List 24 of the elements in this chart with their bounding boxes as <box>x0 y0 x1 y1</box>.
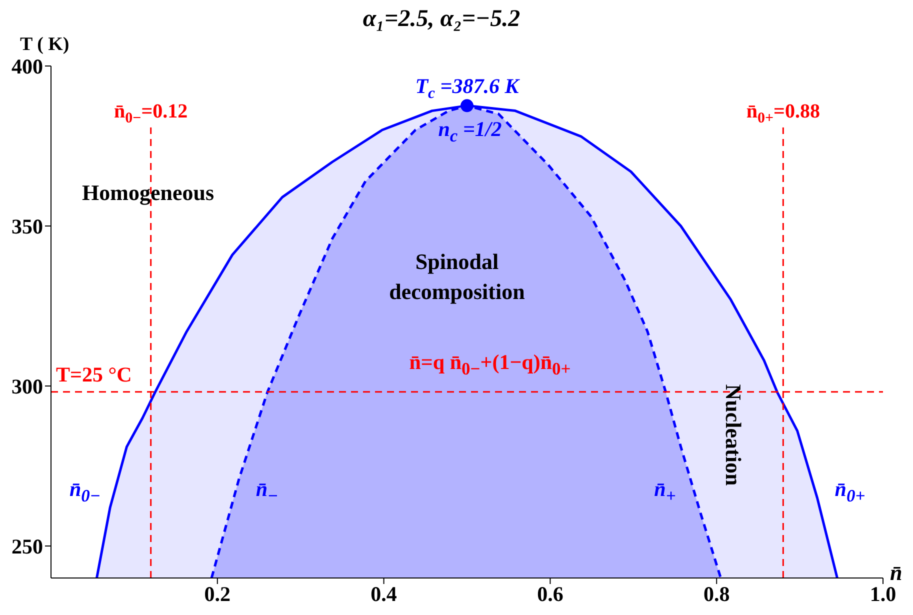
annotation: T=25 °C <box>56 362 132 386</box>
x-tick-label: 0.6 <box>537 582 564 606</box>
ref-line-label: n̄$_{0+}$=0.88 <box>746 100 820 126</box>
annotation: decomposition <box>389 279 525 304</box>
y-tick-label: 300 <box>12 374 43 398</box>
x-tick-label: 0.8 <box>703 582 730 606</box>
x-tick-label: 0.4 <box>370 582 398 606</box>
annotation: n̄$_{−}$ <box>256 477 278 506</box>
annotation: n̄$_{0+}$ <box>834 477 866 506</box>
y-axis-title: T ( K) <box>20 34 70 56</box>
annotation: Homogeneous <box>82 180 214 205</box>
x-tick-label: 0.2 <box>204 582 231 606</box>
y-tick-label: 400 <box>12 54 43 78</box>
annotation: Nucleation <box>721 384 746 486</box>
annotation: n̄$_{+}$ <box>654 477 676 506</box>
annotation: T$_{c}$ =387.6 K <box>415 74 521 102</box>
y-tick-label: 350 <box>12 214 43 238</box>
annotation: n$_{c}$ =1/2 <box>438 117 502 146</box>
annotation: Spinodal <box>415 249 499 274</box>
annotation: n̄=q n̄$_{0−}$+(1−q)n̄$_{0+}$ <box>409 350 571 378</box>
y-tick-label: 250 <box>12 534 43 558</box>
annotation: n̄$_{0−}$ <box>69 477 101 506</box>
chart-title: α₁=2.5, α₂=−5.2 <box>362 6 522 33</box>
ref-line-label: n̄$_{0−}$=0.12 <box>114 100 188 126</box>
